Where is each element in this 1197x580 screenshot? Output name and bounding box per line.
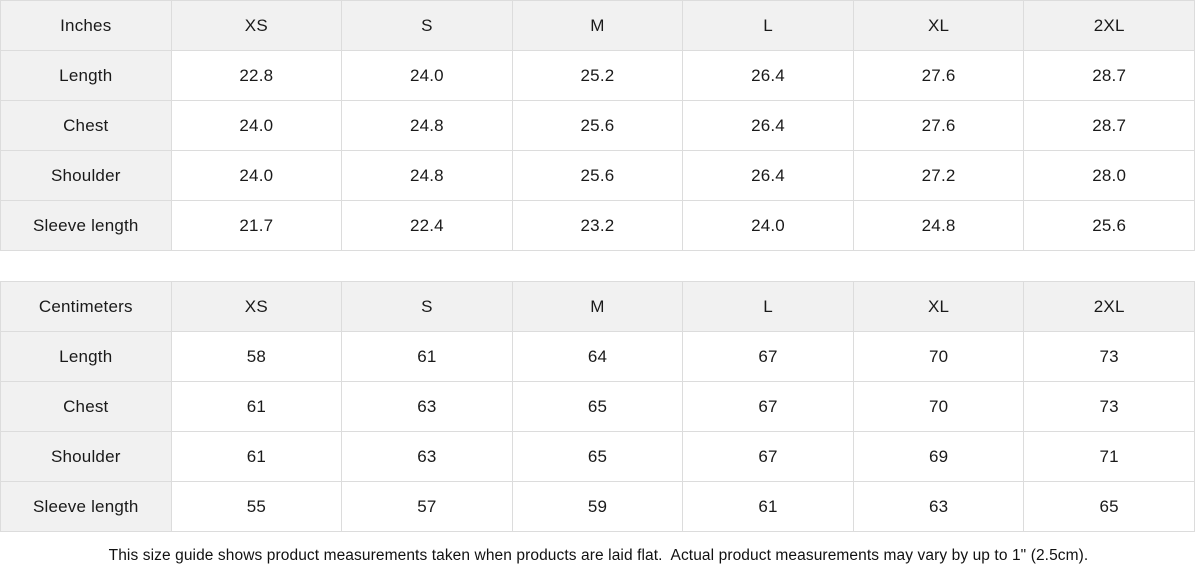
measurement-value-cell: 61 bbox=[341, 331, 513, 382]
measurement-value-cell: 27.6 bbox=[852, 50, 1025, 101]
size-column-header-xl: XL bbox=[852, 281, 1025, 332]
centimeters-size-table: Centimeters XS S M L XL 2XL Length 58 61… bbox=[0, 281, 1195, 532]
centimeters-row-length: Length 58 61 64 67 70 73 bbox=[0, 331, 1195, 382]
measurement-value-cell: 64 bbox=[511, 331, 684, 382]
measurement-value-cell: 21.7 bbox=[170, 200, 343, 251]
measurement-value-cell: 26.4 bbox=[682, 50, 854, 101]
measurement-value-cell: 24.0 bbox=[341, 50, 513, 101]
size-column-header-s: S bbox=[341, 0, 513, 51]
measurement-value-cell: 24.8 bbox=[852, 200, 1025, 251]
inches-header-row: Inches XS S M L XL 2XL bbox=[0, 0, 1195, 51]
measurement-value-cell: 23.2 bbox=[511, 200, 684, 251]
measurement-row-label: Length bbox=[0, 331, 172, 382]
measurement-value-cell: 71 bbox=[1023, 431, 1195, 482]
measurement-value-cell: 67 bbox=[682, 431, 854, 482]
inches-size-table: Inches XS S M L XL 2XL Length 22.8 24.0 … bbox=[0, 0, 1195, 251]
unit-header-inches: Inches bbox=[0, 0, 172, 51]
measurement-value-cell: 61 bbox=[170, 431, 343, 482]
measurement-value-cell: 27.6 bbox=[852, 100, 1025, 151]
measurement-row-label: Sleeve length bbox=[0, 481, 172, 532]
measurement-value-cell: 26.4 bbox=[682, 150, 854, 201]
size-column-header-2xl: 2XL bbox=[1023, 281, 1195, 332]
measurement-value-cell: 26.4 bbox=[682, 100, 854, 151]
measurement-value-cell: 22.4 bbox=[341, 200, 513, 251]
size-guide-note: This size guide shows product measuremen… bbox=[0, 532, 1197, 580]
centimeters-row-sleeve-length: Sleeve length 55 57 59 61 63 65 bbox=[0, 481, 1195, 532]
centimeters-header-row: Centimeters XS S M L XL 2XL bbox=[0, 281, 1195, 332]
measurement-value-cell: 63 bbox=[341, 431, 513, 482]
inches-row-sleeve-length: Sleeve length 21.7 22.4 23.2 24.0 24.8 2… bbox=[0, 200, 1195, 251]
inches-row-length: Length 22.8 24.0 25.2 26.4 27.6 28.7 bbox=[0, 50, 1195, 101]
measurement-value-cell: 65 bbox=[511, 381, 684, 432]
measurement-row-label: Sleeve length bbox=[0, 200, 172, 251]
measurement-value-cell: 25.6 bbox=[511, 150, 684, 201]
measurement-row-label: Chest bbox=[0, 100, 172, 151]
size-column-header-xs: XS bbox=[170, 0, 343, 51]
measurement-value-cell: 70 bbox=[852, 331, 1025, 382]
measurement-value-cell: 67 bbox=[682, 381, 854, 432]
size-column-header-xs: XS bbox=[170, 281, 343, 332]
size-column-header-2xl: 2XL bbox=[1023, 0, 1195, 51]
table-gap-spacer bbox=[0, 251, 1197, 281]
measurement-value-cell: 25.2 bbox=[511, 50, 684, 101]
measurement-value-cell: 73 bbox=[1023, 381, 1195, 432]
measurement-value-cell: 70 bbox=[852, 381, 1025, 432]
measurement-value-cell: 63 bbox=[341, 381, 513, 432]
size-column-header-l: L bbox=[682, 281, 854, 332]
measurement-row-label: Shoulder bbox=[0, 150, 172, 201]
measurement-value-cell: 28.7 bbox=[1023, 50, 1195, 101]
measurement-value-cell: 27.2 bbox=[852, 150, 1025, 201]
measurement-row-label: Chest bbox=[0, 381, 172, 432]
size-column-header-m: M bbox=[511, 0, 684, 51]
measurement-value-cell: 24.8 bbox=[341, 150, 513, 201]
size-column-header-s: S bbox=[341, 281, 513, 332]
measurement-value-cell: 67 bbox=[682, 331, 854, 382]
measurement-value-cell: 25.6 bbox=[511, 100, 684, 151]
size-column-header-l: L bbox=[682, 0, 854, 51]
measurement-value-cell: 59 bbox=[511, 481, 684, 532]
measurement-value-cell: 65 bbox=[1023, 481, 1195, 532]
measurement-value-cell: 22.8 bbox=[170, 50, 343, 101]
measurement-value-cell: 58 bbox=[170, 331, 343, 382]
measurement-row-label: Shoulder bbox=[0, 431, 172, 482]
centimeters-row-shoulder: Shoulder 61 63 65 67 69 71 bbox=[0, 431, 1195, 482]
measurement-value-cell: 61 bbox=[682, 481, 854, 532]
size-column-header-xl: XL bbox=[852, 0, 1025, 51]
measurement-value-cell: 73 bbox=[1023, 331, 1195, 382]
measurement-value-cell: 63 bbox=[852, 481, 1025, 532]
measurement-value-cell: 61 bbox=[170, 381, 343, 432]
measurement-value-cell: 24.0 bbox=[682, 200, 854, 251]
measurement-value-cell: 24.8 bbox=[341, 100, 513, 151]
centimeters-row-chest: Chest 61 63 65 67 70 73 bbox=[0, 381, 1195, 432]
measurement-value-cell: 24.0 bbox=[170, 150, 343, 201]
measurement-value-cell: 28.0 bbox=[1023, 150, 1195, 201]
inches-row-chest: Chest 24.0 24.8 25.6 26.4 27.6 28.7 bbox=[0, 100, 1195, 151]
measurement-value-cell: 24.0 bbox=[170, 100, 343, 151]
unit-header-centimeters: Centimeters bbox=[0, 281, 172, 332]
measurement-value-cell: 25.6 bbox=[1023, 200, 1195, 251]
measurement-value-cell: 57 bbox=[341, 481, 513, 532]
measurement-value-cell: 28.7 bbox=[1023, 100, 1195, 151]
inches-row-shoulder: Shoulder 24.0 24.8 25.6 26.4 27.2 28.0 bbox=[0, 150, 1195, 201]
measurement-value-cell: 55 bbox=[170, 481, 343, 532]
measurement-row-label: Length bbox=[0, 50, 172, 101]
measurement-value-cell: 69 bbox=[852, 431, 1025, 482]
size-column-header-m: M bbox=[511, 281, 684, 332]
measurement-value-cell: 65 bbox=[511, 431, 684, 482]
